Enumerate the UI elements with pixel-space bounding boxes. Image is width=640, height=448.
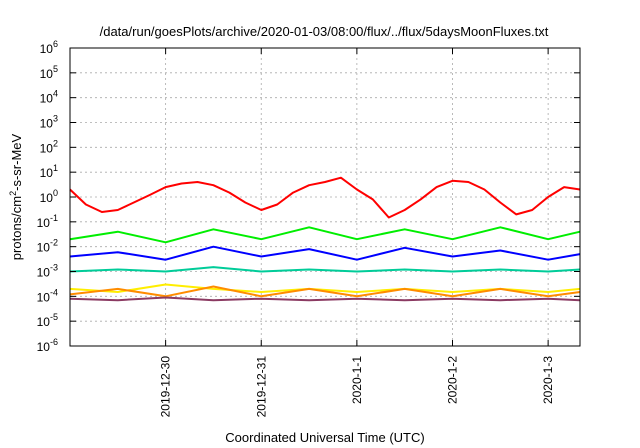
series-line xyxy=(69,226,581,244)
y-tick-label: 10-6 xyxy=(37,337,58,354)
x-tick-label: 2019-12-31 xyxy=(254,356,268,418)
series-line xyxy=(69,266,581,273)
y-axis-label-main: protons/cm xyxy=(9,196,24,260)
x-tick-label: 2020-1-3 xyxy=(541,356,555,404)
y-tick-label: 100 xyxy=(40,188,58,205)
x-tick-layer: 2019-12-30 2019-12-31 2020-1-1 2020-1-2 2020… xyxy=(159,48,555,418)
series-line xyxy=(69,296,581,302)
y-tick-label: 104 xyxy=(40,89,58,106)
y-tick-label: 10-4 xyxy=(37,287,58,304)
y-tick-label: 101 xyxy=(40,163,58,180)
x-tick-label: 2020-1-2 xyxy=(446,356,460,404)
series-layer xyxy=(69,176,581,302)
y-tick-layer: 10-6 10-5 10-4 10-3 10-2 10-1 100 101 102 103 104 1… xyxy=(37,39,580,354)
y-axis-label: protons/cm2-s-sr-MeV xyxy=(8,133,24,260)
x-axis-label: Coordinated Universal Time (UTC) xyxy=(225,430,424,445)
series-line xyxy=(69,176,581,219)
series-line xyxy=(69,285,581,298)
x-tick-label: 2019-12-30 xyxy=(159,356,173,418)
y-tick-label: 10-2 xyxy=(37,238,58,255)
chart-title: /data/run/goesPlots/archive/2020-01-03/0… xyxy=(100,24,549,39)
y-tick-label: 10-5 xyxy=(37,312,58,329)
y-tick-label: 102 xyxy=(40,138,58,155)
y-tick-label: 10-3 xyxy=(37,263,58,280)
series-line xyxy=(69,245,581,261)
y-tick-label: 105 xyxy=(40,64,58,81)
y-tick-label: 106 xyxy=(40,39,58,56)
y-axis-label-sup: 2 xyxy=(8,191,18,196)
y-tick-label: 103 xyxy=(40,114,58,131)
y-axis-label-rest: -s-sr-MeV xyxy=(9,133,24,190)
x-tick-label: 2020-1-1 xyxy=(350,356,364,404)
y-tick-label: 10-1 xyxy=(37,213,58,230)
